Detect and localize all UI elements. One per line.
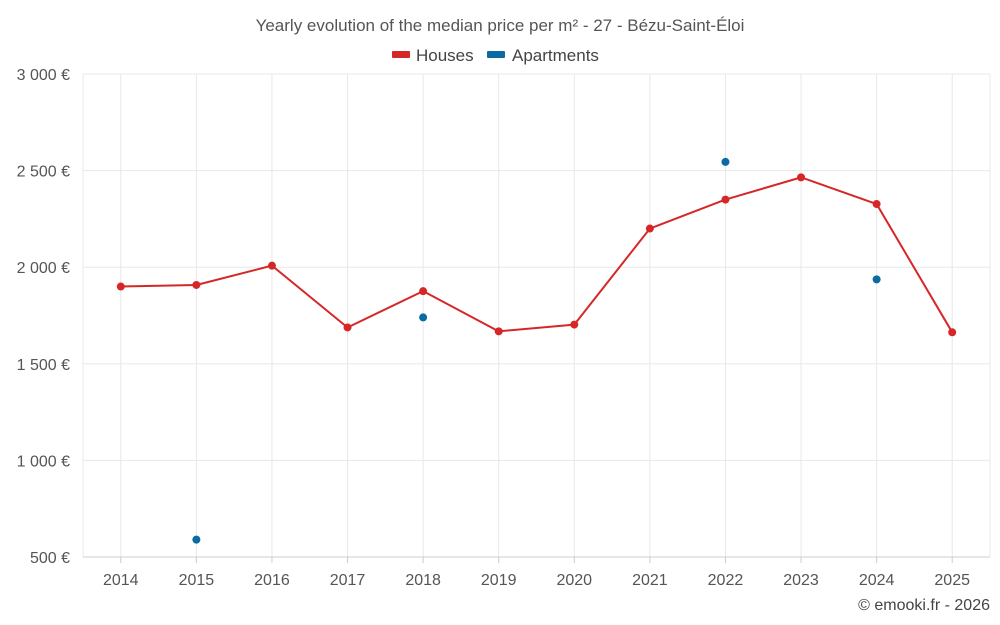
chart-title: Yearly evolution of the median price per…	[256, 16, 745, 35]
legend-item-apartments[interactable]: Apartments	[487, 46, 599, 65]
series	[116, 157, 957, 544]
x-tick-label: 2022	[708, 572, 744, 589]
x-tick-label: 2015	[179, 572, 215, 589]
data-point-houses-2023[interactable]	[797, 173, 806, 182]
legend-swatch-houses	[392, 51, 410, 58]
x-tick-label: 2018	[405, 572, 441, 589]
data-point-houses-2016[interactable]	[267, 261, 276, 270]
legend: Houses Apartments	[392, 46, 599, 65]
data-point-apartments-2024[interactable]	[872, 275, 881, 284]
data-point-apartments-2018[interactable]	[419, 313, 428, 322]
data-point-apartments-2015[interactable]	[192, 535, 201, 544]
x-tick-label: 2016	[254, 572, 290, 589]
x-tick-label: 2024	[859, 572, 895, 589]
grid	[82, 73, 991, 558]
data-point-houses-2019[interactable]	[494, 327, 503, 336]
x-tick-label: 2025	[934, 572, 970, 589]
x-tick-label: 2020	[556, 572, 592, 589]
x-tick-label: 2021	[632, 572, 668, 589]
x-tick-label: 2023	[783, 572, 819, 589]
legend-label-houses: Houses	[416, 46, 474, 65]
credit-text: © emooki.fr - 2026	[858, 597, 990, 614]
data-point-houses-2020[interactable]	[570, 320, 579, 329]
y-tick-label: 2 000 €	[17, 260, 70, 277]
data-point-houses-2024[interactable]	[872, 200, 881, 209]
y-tick-label: 2 500 €	[17, 164, 70, 181]
y-tick-label: 1 500 €	[17, 357, 70, 374]
data-point-houses-2025[interactable]	[948, 328, 957, 337]
legend-item-houses[interactable]: Houses	[392, 46, 474, 65]
series-line-houses	[120, 176, 954, 333]
x-tick-label: 2014	[103, 572, 139, 589]
data-point-houses-2014[interactable]	[116, 282, 125, 291]
data-point-houses-2017[interactable]	[343, 323, 352, 332]
data-point-houses-2018[interactable]	[419, 287, 428, 296]
y-tick-label: 3 000 €	[17, 67, 70, 84]
legend-label-apartments: Apartments	[512, 46, 599, 65]
x-tick-label: 2017	[330, 572, 366, 589]
x-tick-label: 2019	[481, 572, 517, 589]
axes: 500 € 1 000 € 1 500 € 2 000 € 2 500 € 3 000 €…	[17, 67, 990, 589]
data-point-apartments-2022[interactable]	[721, 157, 730, 166]
data-point-houses-2021[interactable]	[645, 224, 654, 233]
y-tick-label: 500 €	[30, 550, 70, 567]
legend-swatch-apartments	[487, 51, 505, 58]
y-tick-label: 1 000 €	[17, 453, 70, 470]
data-point-houses-2022[interactable]	[721, 195, 730, 204]
data-point-houses-2015[interactable]	[192, 280, 201, 289]
